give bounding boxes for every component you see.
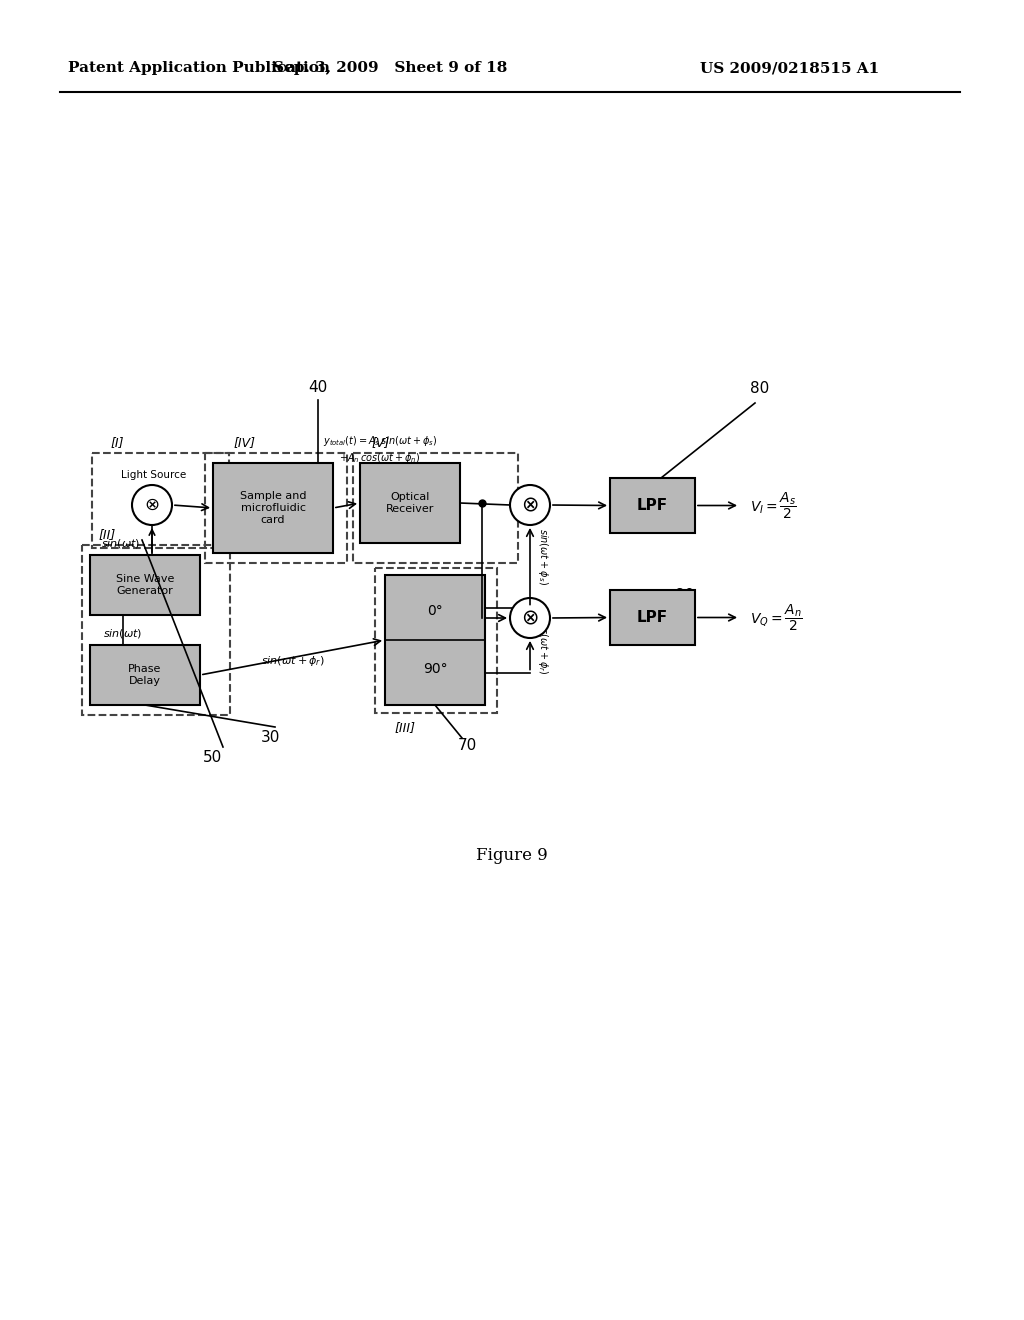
Bar: [205, 453, 347, 564]
Text: Light Source: Light Source: [122, 470, 186, 480]
Text: LPF: LPF: [637, 498, 668, 513]
Text: Optical
Receiver: Optical Receiver: [386, 492, 434, 513]
Bar: [90, 554, 200, 615]
Text: $V_I=\dfrac{A_s}{2}$: $V_I=\dfrac{A_s}{2}$: [750, 490, 797, 521]
Text: $\otimes$: $\otimes$: [144, 496, 160, 513]
Bar: [90, 645, 200, 705]
Text: [IV]: [IV]: [234, 437, 256, 450]
Bar: [213, 463, 333, 553]
Text: 50: 50: [204, 750, 222, 766]
Text: $y_{total}(t) = A_s\,sin(\omega t+\phi_s)$: $y_{total}(t) = A_s\,sin(\omega t+\phi_s…: [323, 434, 437, 447]
Text: Phase
Delay: Phase Delay: [128, 664, 162, 686]
Text: 0°: 0°: [427, 605, 442, 618]
Bar: [82, 545, 230, 715]
Text: 90°: 90°: [423, 661, 447, 676]
Circle shape: [510, 598, 550, 638]
Text: 40: 40: [308, 380, 328, 395]
Text: 80: 80: [676, 587, 694, 603]
Text: 30: 30: [260, 730, 280, 744]
Text: $sin(\omega t)$: $sin(\omega t)$: [102, 627, 142, 639]
Text: US 2009/0218515 A1: US 2009/0218515 A1: [700, 61, 880, 75]
Bar: [92, 453, 229, 548]
Bar: [353, 453, 518, 564]
Bar: [375, 568, 497, 713]
Text: $cos(\omega t+\phi_r)$: $cos(\omega t+\phi_r)$: [536, 616, 550, 675]
Text: [II]: [II]: [98, 528, 116, 541]
Text: $\otimes$: $\otimes$: [521, 495, 539, 515]
Text: Figure 9: Figure 9: [476, 846, 548, 863]
Text: $sin(\omega t+\phi_s)$: $sin(\omega t+\phi_s)$: [536, 528, 550, 585]
Text: LPF: LPF: [637, 610, 668, 624]
Text: Sine Wave
Generator: Sine Wave Generator: [116, 574, 174, 595]
Bar: [610, 478, 695, 533]
Bar: [610, 590, 695, 645]
Circle shape: [132, 484, 172, 525]
Text: Patent Application Publication: Patent Application Publication: [68, 61, 330, 75]
Text: Sep. 3, 2009   Sheet 9 of 18: Sep. 3, 2009 Sheet 9 of 18: [272, 61, 507, 75]
Text: Sample and
microfluidic
card: Sample and microfluidic card: [240, 491, 306, 524]
Text: [V]: [V]: [372, 437, 390, 450]
Text: 80: 80: [751, 381, 770, 396]
Circle shape: [510, 484, 550, 525]
Text: [I]: [I]: [111, 437, 124, 450]
Text: $V_Q=\dfrac{A_n}{2}$: $V_Q=\dfrac{A_n}{2}$: [750, 602, 803, 632]
Bar: [360, 463, 460, 543]
Text: $+A_n\,cos(\omega t+\phi_n)$: $+A_n\,cos(\omega t+\phi_n)$: [339, 451, 421, 465]
Text: [III]: [III]: [394, 722, 416, 734]
Text: 70: 70: [458, 738, 476, 752]
Bar: [385, 576, 485, 705]
Text: $\otimes$: $\otimes$: [521, 609, 539, 628]
Text: $sin(\omega t+\phi_r)$: $sin(\omega t+\phi_r)$: [260, 653, 325, 668]
Text: $sin(\omega t)$: $sin(\omega t)$: [100, 536, 140, 549]
